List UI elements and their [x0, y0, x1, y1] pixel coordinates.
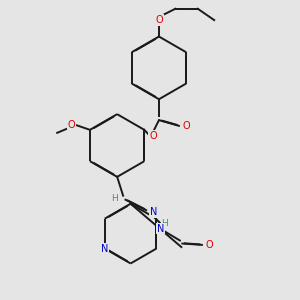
Text: N: N	[157, 224, 164, 233]
Text: O: O	[183, 121, 190, 131]
Text: O: O	[155, 15, 163, 25]
Text: N: N	[101, 244, 108, 254]
Text: O: O	[206, 240, 213, 250]
Text: H: H	[111, 194, 118, 203]
Text: O: O	[149, 131, 157, 141]
Text: O: O	[68, 120, 75, 130]
Text: N: N	[150, 207, 157, 217]
Text: H: H	[162, 219, 168, 228]
